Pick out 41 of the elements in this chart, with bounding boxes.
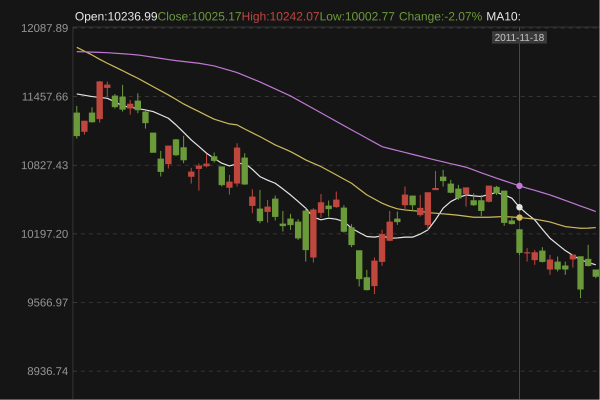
candlestick <box>546 254 554 276</box>
y-tick-label: 9566.97 <box>28 298 68 306</box>
candlestick <box>394 211 401 226</box>
candlestick <box>256 189 264 224</box>
candlestick <box>325 200 332 218</box>
candlestick <box>333 190 340 208</box>
candlestick <box>516 228 523 256</box>
x-tick-label: 2011-11-18 <box>495 34 544 41</box>
candlestick <box>539 246 546 263</box>
text: Change:-2.07% <box>400 12 482 23</box>
y-tick-label: 12087.89 <box>22 24 68 32</box>
candlestick <box>570 254 576 268</box>
candlestick <box>127 99 134 116</box>
candlestick <box>264 199 271 223</box>
candlestick <box>402 186 408 210</box>
candlestick <box>249 188 256 214</box>
candlestick <box>88 106 96 124</box>
y-tick-label: 11457.66 <box>22 92 68 101</box>
candlestick <box>142 109 149 130</box>
candlestick <box>409 195 416 212</box>
candlestick <box>462 187 470 207</box>
text: Open:10236.99 <box>75 12 157 23</box>
candlestick <box>81 120 88 136</box>
y-tick-label: 10827.43 <box>22 161 68 170</box>
y-tick-label: 10197.20 <box>22 230 68 238</box>
y-tick-label: 8936.74 <box>28 367 68 376</box>
candlestick <box>272 194 278 221</box>
candlestick <box>165 145 172 169</box>
text: MA10: <box>487 12 520 20</box>
text: High:10242.07 <box>242 12 319 23</box>
candlestick <box>486 185 492 203</box>
candlestick <box>188 167 194 184</box>
text: Low:10002.77 <box>320 12 394 20</box>
candlestick <box>218 166 225 187</box>
text: Close:10025.17 <box>158 12 241 20</box>
candlestick <box>210 152 218 163</box>
candlestick <box>134 92 141 114</box>
candlestick <box>74 105 80 140</box>
candlestick <box>440 169 446 187</box>
candlestick <box>158 150 164 177</box>
candlestick <box>150 132 156 153</box>
